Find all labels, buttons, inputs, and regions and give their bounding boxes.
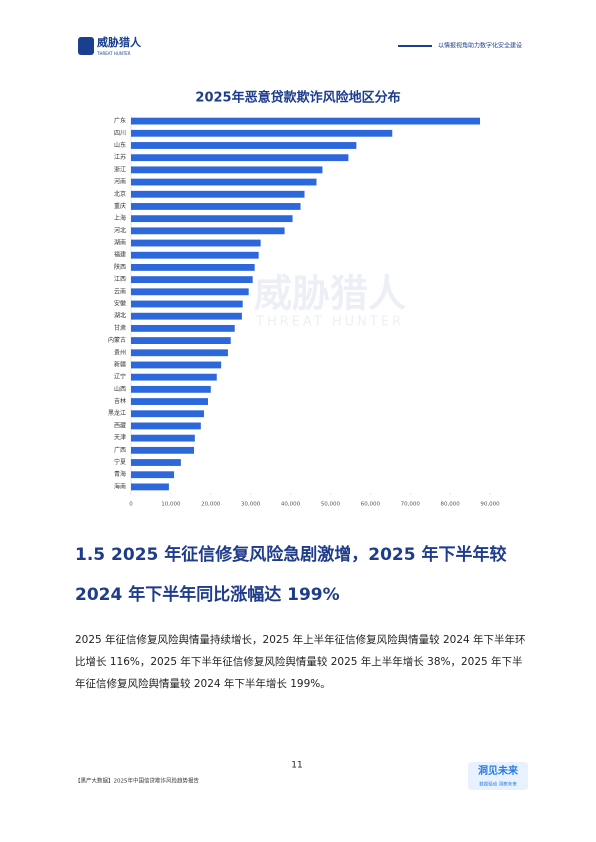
y-tick-label: 北京 [114, 190, 126, 198]
x-tick-label: 30,000 [241, 502, 261, 508]
y-tick-label: 上海 [114, 214, 126, 222]
y-tick-label: 河北 [114, 226, 126, 234]
y-tick-label: 陕西 [114, 263, 126, 271]
slogan: 以情报视角助力数字化安全建设 [438, 42, 522, 50]
page-number: 11 [291, 761, 302, 771]
y-tick-label: 重庆 [114, 202, 126, 210]
y-tick-label: 安徽 [114, 300, 126, 308]
bar [131, 227, 285, 235]
bar [131, 117, 481, 125]
bar [131, 385, 211, 393]
bar [131, 337, 231, 344]
bar [131, 483, 169, 491]
x-tick-label: 70,000 [401, 502, 421, 508]
bar [131, 166, 323, 174]
y-tick-label: 甘肃 [114, 324, 126, 332]
y-tick-label: 天津 [114, 435, 126, 442]
watermark: 威胁猎人 [254, 272, 406, 316]
y-tick-label: 辽宁 [114, 373, 126, 381]
bar [131, 373, 217, 381]
bar [131, 349, 228, 357]
logo: 威胁猎人 [97, 35, 142, 49]
bar [131, 398, 208, 405]
y-tick-label: 河南 [114, 178, 126, 186]
y-tick-label: 吉林 [114, 397, 126, 405]
y-tick-label: 山西 [114, 385, 126, 393]
bar [131, 239, 261, 247]
y-tick-label: 青海 [114, 470, 126, 478]
bar [131, 251, 259, 259]
bar [131, 215, 293, 223]
y-tick-label: 广西 [114, 446, 126, 454]
badge: 洞见未来 [478, 764, 519, 777]
bar [131, 434, 195, 442]
section-heading: 1.5 2025 年征信修复风险急剧激增，2025 年下半年较 2024 年下半… [75, 545, 507, 605]
badge-sub: 数据驱动 洞察未来 [479, 781, 517, 788]
badge-box [468, 762, 528, 790]
bar [131, 446, 195, 454]
x-tick-label: 90,000 [480, 502, 500, 508]
bar [131, 264, 255, 271]
bar [131, 422, 201, 430]
y-tick-label: 湖北 [114, 312, 126, 320]
bar [131, 324, 235, 332]
section-paragraph: 2025 年征信修复风险舆情量持续增长，2025 年上半年征信修复风险舆情量较 … [75, 634, 526, 690]
y-tick-label: 云南 [114, 287, 126, 295]
y-tick-label: 江苏 [114, 153, 126, 161]
bar [131, 203, 301, 210]
y-tick-label: 四川 [114, 130, 126, 137]
y-tick-label: 湖南 [114, 239, 126, 247]
bar [131, 178, 317, 186]
y-tick-label: 黑龙江 [108, 409, 126, 417]
bar [131, 129, 393, 137]
footer-source: 【黑产大数据】2025年中国信贷欺诈风险趋势报告 [75, 777, 199, 785]
x-tick-label: 60,000 [361, 502, 381, 508]
y-tick-label: 新疆 [114, 360, 126, 368]
bar [131, 276, 253, 284]
x-tick-label: 0 [129, 502, 133, 508]
bar [131, 459, 181, 466]
y-tick-label: 山东 [114, 141, 126, 149]
y-tick-label: 宁夏 [114, 458, 126, 466]
bar [131, 300, 243, 308]
bar [131, 410, 204, 418]
y-tick-label: 福建 [114, 251, 126, 259]
logo-sub: THREAT HUNTER [96, 51, 131, 56]
y-tick-label: 江西 [114, 276, 126, 283]
bar [131, 142, 357, 149]
x-tick-label: 50,000 [321, 502, 341, 508]
bar [131, 154, 349, 162]
chart-title: 2025年恶意贷款欺诈风险地区分布 [195, 90, 400, 106]
bar [131, 288, 249, 296]
x-tick-label: 40,000 [281, 502, 301, 508]
x-tick-label: 80,000 [440, 502, 460, 508]
x-tick-label: 10,000 [161, 502, 181, 508]
y-tick-label: 广东 [114, 117, 126, 125]
x-tick-label: 20,000 [201, 502, 221, 508]
bar [131, 312, 242, 320]
bar [131, 190, 305, 198]
y-tick-label: 贵州 [114, 348, 126, 356]
watermark-sub: THREAT HUNTER [255, 315, 404, 330]
y-tick-label: 内蒙古 [108, 336, 126, 344]
y-tick-label: 西藏 [114, 421, 126, 429]
bar [131, 361, 222, 369]
logo-icon [78, 37, 94, 55]
y-tick-label: 浙江 [114, 165, 126, 173]
y-tick-label: 海南 [114, 482, 126, 490]
bar [131, 471, 175, 479]
